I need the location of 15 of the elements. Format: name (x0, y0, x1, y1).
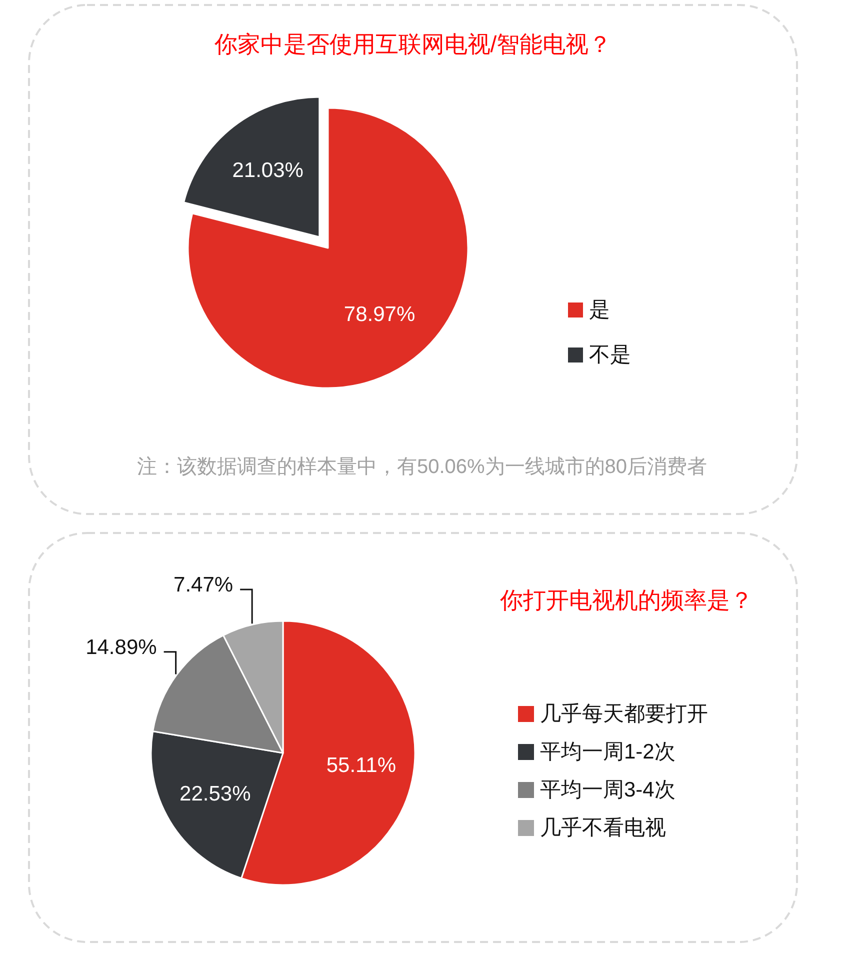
data-label: 21.03% (232, 159, 304, 182)
legend-label: 几乎不看电视 (540, 816, 666, 840)
legend-label: 几乎每天都要打开 (540, 702, 708, 726)
data-label: 55.11% (326, 754, 396, 778)
legend-label: 平均一周1-2次 (540, 740, 676, 764)
legend-label: 平均一周3-4次 (540, 778, 676, 802)
data-label: 22.53% (180, 782, 251, 806)
data-label: 78.97% (344, 302, 416, 326)
legend-label: 不是 (589, 344, 631, 366)
chart-title: 你家中是否使用互联网电视/智能电视？ (214, 31, 612, 57)
data-label: 14.89% (86, 636, 157, 659)
data-label: 7.47% (174, 573, 234, 596)
text: 注：该数据调查的样本量中，有50.06%为一线城市的80后消费者 (136, 456, 708, 478)
chart-title: 你打开电视机的频率是？ (500, 587, 753, 613)
legend-label: 是 (589, 298, 610, 322)
